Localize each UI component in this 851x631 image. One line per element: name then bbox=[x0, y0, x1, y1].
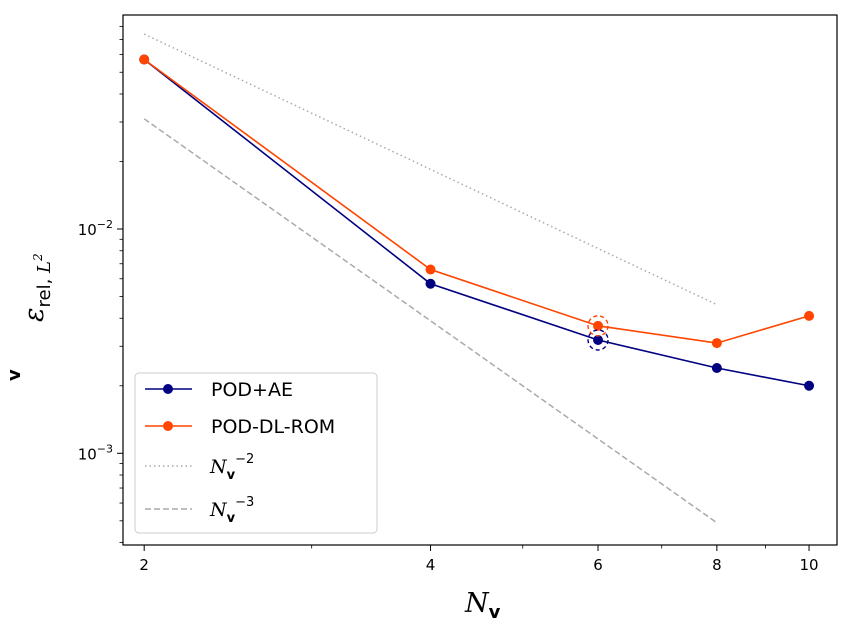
legend-label-pod-ae: POD+AE bbox=[211, 379, 293, 401]
x-tick-label-6: 6 bbox=[593, 556, 603, 574]
axis-ticks: 2 4 6 8 10 10−3 10−2 bbox=[78, 26, 819, 574]
x-axis-label: Nv bbox=[464, 588, 501, 623]
series-line-n-v-2-reference bbox=[143, 33, 718, 306]
data-point-pod-ae bbox=[711, 363, 722, 374]
legend-marker-pod-ae bbox=[163, 384, 173, 394]
legend-item-nv-minus-3: Nv−3 bbox=[145, 495, 254, 526]
legend-item-pod-dl-rom: POD-DL-ROM bbox=[145, 416, 335, 438]
legend-nv2-base: N bbox=[209, 456, 228, 478]
data-point-pod-ae bbox=[425, 278, 436, 289]
data-point-pod-dl-rom bbox=[593, 320, 604, 331]
data-point-pod-dl-rom bbox=[804, 310, 815, 321]
data-point-pod-dl-rom bbox=[425, 264, 436, 275]
legend-label-pod-dl-rom: POD-DL-ROM bbox=[211, 416, 335, 438]
legend-nv2-sub: v bbox=[227, 468, 236, 483]
x-tick-label-2: 2 bbox=[139, 556, 149, 574]
legend-item-nv-minus-2: Nv−2 bbox=[145, 452, 254, 483]
x-tick-label-4: 4 bbox=[426, 556, 436, 574]
data-point-pod-dl-rom bbox=[711, 338, 722, 349]
annotation-layer bbox=[587, 315, 609, 351]
y-axis-label-L: L bbox=[34, 261, 55, 274]
y-axis-label-epsilon: ε bbox=[19, 308, 50, 323]
legend-item-pod-ae: POD+AE bbox=[145, 379, 293, 401]
legend-nv3-exp: −3 bbox=[235, 495, 254, 510]
legend-nv3-sub: v bbox=[227, 511, 236, 526]
legend: POD+AE POD-DL-ROM Nv−2 Nv−3 bbox=[134, 372, 378, 534]
y-axis-label-sub: rel, bbox=[34, 273, 55, 308]
highlight-circle-1 bbox=[587, 315, 609, 337]
data-point-pod-dl-rom bbox=[139, 54, 150, 65]
series-layer bbox=[139, 33, 815, 524]
y-axis-label: εrel, L2 v bbox=[4, 253, 55, 381]
data-point-pod-ae bbox=[593, 334, 604, 345]
x-tick-label-10: 10 bbox=[800, 556, 819, 574]
x-axis-label-sub: v bbox=[489, 602, 501, 623]
legend-nv3-base: N bbox=[209, 499, 228, 521]
legend-nv2-exp: −2 bbox=[235, 452, 254, 467]
y-tick-label-1: 10−2 bbox=[78, 218, 113, 239]
x-axis-label-base: N bbox=[464, 588, 490, 619]
y-axis-label-sup: v bbox=[4, 369, 25, 381]
legend-marker-pod-dl-rom bbox=[163, 421, 173, 431]
legend-box bbox=[134, 372, 378, 534]
legend-label-nv-minus-3: Nv−3 bbox=[209, 495, 254, 526]
legend-label-nv-minus-2: Nv−2 bbox=[209, 452, 254, 483]
highlight-circle-0 bbox=[587, 329, 609, 351]
data-point-pod-ae bbox=[804, 380, 815, 391]
x-tick-label-8: 8 bbox=[712, 556, 722, 574]
y-axis-label-L-exp: 2 bbox=[31, 253, 45, 262]
y-tick-label-0: 10−3 bbox=[78, 442, 113, 463]
